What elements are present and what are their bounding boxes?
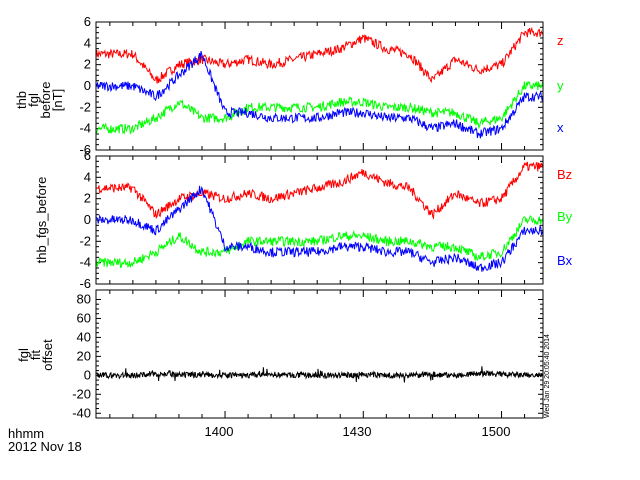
y-tick-label: 0 — [84, 212, 91, 227]
y-tick-label: 4 — [84, 169, 91, 184]
series-x-line — [95, 50, 544, 139]
x-axis-label: hhmm — [8, 426, 44, 441]
y-tick-label: 4 — [84, 35, 91, 50]
timestamp: Wed Jan 29 20:05:40 2014 — [544, 334, 551, 418]
y-tick-label: 20 — [77, 348, 91, 363]
panel2-ylabel: thb_fgs_before — [34, 177, 49, 264]
y-ticks: 6 4 2 0 -2 -4 -6 — [79, 148, 543, 291]
y-tick-label: 80 — [77, 291, 91, 306]
y-tick-label: 40 — [77, 329, 91, 344]
x-tick-label: 1500 — [482, 424, 511, 439]
series-y-line — [95, 80, 544, 135]
panel3-ylabel-line2: fit — [28, 350, 43, 361]
x-tick-label: 1430 — [343, 424, 372, 439]
y-tick-label: -20 — [72, 386, 91, 401]
y-tick-label: -6 — [79, 142, 91, 157]
panel-mag-fgs: thb_fgs_before Bz By Bx 6 4 2 0 -2 -4 -6 — [34, 148, 573, 291]
x-axis-date: 2012 Nov 18 — [8, 439, 82, 454]
x-ticks — [109, 156, 526, 284]
series-offset-line — [95, 366, 544, 383]
x-ticks — [109, 290, 526, 418]
x-ticks — [109, 22, 526, 150]
legend-bx: Bx — [557, 253, 573, 268]
panel3-ylabel-line3: offset — [40, 339, 55, 371]
y-tick-label: 60 — [77, 310, 91, 325]
panel1-ylabel-line2: fgl — [26, 93, 41, 107]
y-tick-label: 0 — [84, 78, 91, 93]
y-tick-label: 2 — [84, 57, 91, 72]
plot-frame — [95, 21, 544, 151]
series-By-line — [95, 215, 544, 269]
y-tick-label: -40 — [72, 405, 91, 420]
y-tick-label: -6 — [79, 276, 91, 291]
x-axis: 1400 1430 1500 hhmm 2012 Nov 18 — [8, 424, 510, 454]
series-Bx-line — [95, 185, 544, 272]
legend-y: y — [557, 78, 564, 93]
legend-bz: Bz — [557, 167, 572, 182]
panel1-ylabel-line3: before — [38, 82, 53, 119]
y-tick-label: -2 — [79, 99, 91, 114]
plot-frame — [95, 289, 544, 419]
legend-z: z — [557, 33, 564, 48]
panel1-ylabel-line1: thb — [14, 91, 29, 109]
legend-x: x — [557, 120, 564, 135]
y-ticks: 6 4 2 0 -2 -4 -6 — [79, 14, 543, 157]
y-tick-label: 6 — [84, 148, 91, 163]
panel-mag-fgl: thb fgl before [nT] z y x 6 4 2 0 -2 -4 -6 — [14, 14, 564, 157]
y-tick-label: 0 — [84, 367, 91, 382]
y-ticks: 80 60 40 20 0 -20 -40 — [72, 291, 543, 420]
series-Bz-line — [95, 161, 544, 220]
panel1-ylabel-line4: [nT] — [50, 89, 65, 111]
panel3-ylabel-line1: fgl — [16, 348, 31, 362]
y-tick-label: -4 — [79, 121, 91, 136]
y-tick-label: 2 — [84, 191, 91, 206]
legend-by: By — [557, 209, 573, 224]
plot-frame — [95, 155, 544, 285]
series-z-line — [95, 26, 544, 84]
y-tick-label: -2 — [79, 233, 91, 248]
x-tick-label: 1400 — [205, 424, 234, 439]
y-tick-label: 6 — [84, 14, 91, 29]
y-tick-label: -4 — [79, 255, 91, 270]
panel-fit-offset: fgl fit offset Wed Jan 29 20:05:40 2014 … — [16, 289, 551, 420]
